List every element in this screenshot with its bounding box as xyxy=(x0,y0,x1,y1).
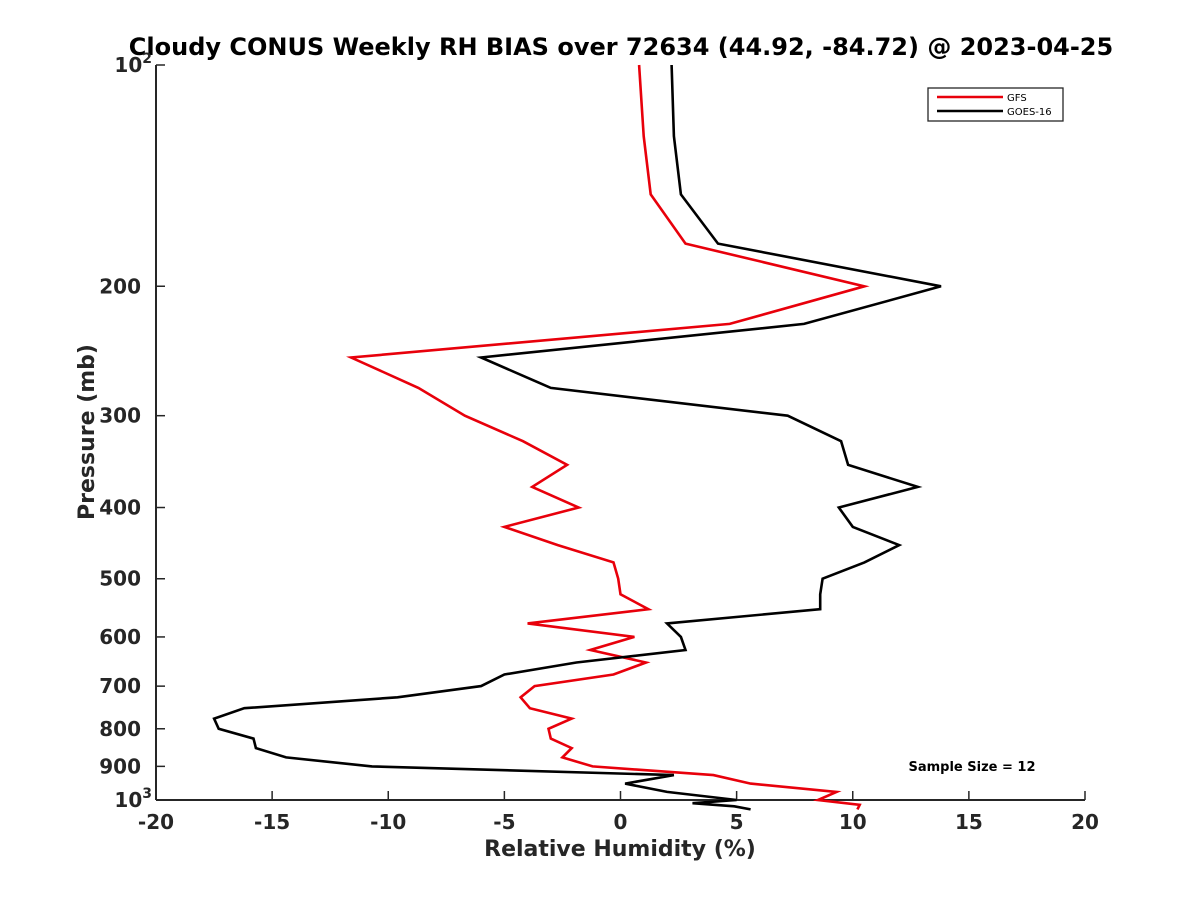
y-axis-label: Pressure (mb) xyxy=(75,344,100,520)
x-tick-label: -20 xyxy=(138,810,174,834)
x-tick-label: -10 xyxy=(370,810,406,834)
y-tick-label: 700 xyxy=(99,674,141,698)
y-tick-label: 900 xyxy=(99,754,141,778)
series-line-gfs xyxy=(346,64,870,810)
x-tick-label: -5 xyxy=(493,810,515,834)
y-tick-label: 400 xyxy=(99,496,141,520)
x-axis-label: Relative Humidity (%) xyxy=(484,837,756,862)
y-tick-label: 500 xyxy=(99,567,141,591)
y-tick-label: 200 xyxy=(99,274,141,298)
series-layer xyxy=(212,64,942,811)
y-tick-label: 102 xyxy=(114,51,152,77)
sample-size-annotation: Sample Size = 12 xyxy=(908,760,1035,775)
x-tick-label: 5 xyxy=(730,810,744,834)
x-tick-label: 20 xyxy=(1071,810,1099,834)
legend: GFS GOES-16 xyxy=(927,87,1064,122)
y-tick-label: 600 xyxy=(99,625,141,649)
x-ticks: -20 -15 -10 -5 0 5 10 15 20 xyxy=(138,791,1099,834)
legend-box xyxy=(927,87,1064,122)
legend-label-goes-16: GOES-16 xyxy=(1007,107,1052,118)
y-tick-base: 10 xyxy=(114,53,142,77)
series-line-goes-16 xyxy=(212,64,942,811)
y-tick-label: 300 xyxy=(99,404,141,428)
plot-area xyxy=(155,65,1085,801)
legend-label-gfs: GFS xyxy=(1007,93,1027,104)
y-tick-label: 103 xyxy=(114,786,152,812)
y-tick-label: 800 xyxy=(99,717,141,741)
y-tick-base: 10 xyxy=(114,788,142,812)
x-tick-label: 10 xyxy=(839,810,867,834)
x-tick-label: -15 xyxy=(254,810,290,834)
chart-title: Cloudy CONUS Weekly RH BIAS over 72634 (… xyxy=(129,33,1113,61)
x-tick-label: 15 xyxy=(955,810,983,834)
y-tick-exponent: 2 xyxy=(142,51,152,67)
x-tick-label: 0 xyxy=(614,810,628,834)
y-tick-exponent: 3 xyxy=(142,786,152,802)
